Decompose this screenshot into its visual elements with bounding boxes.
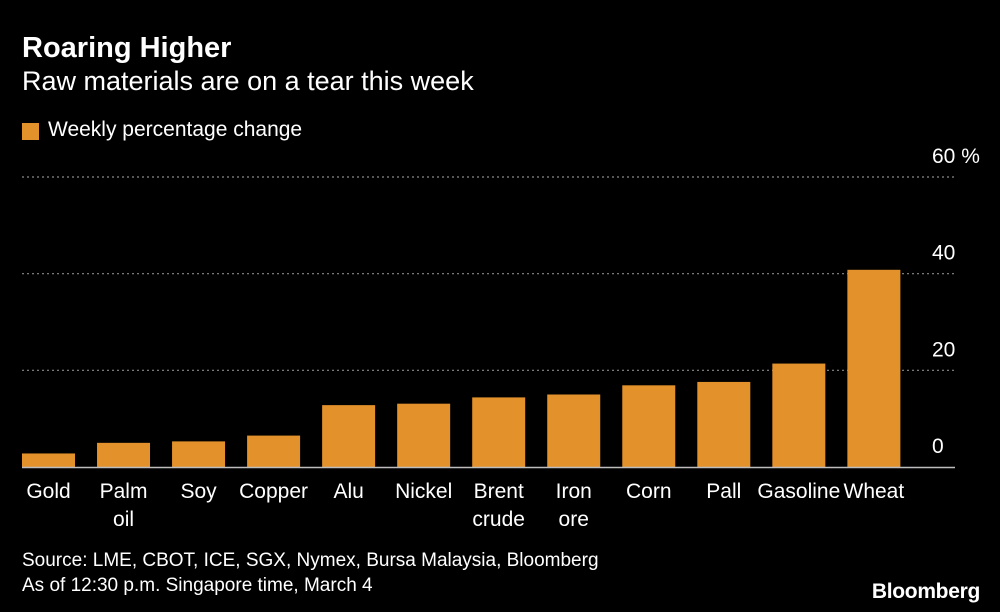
y-tick-label: 0 (932, 435, 944, 458)
chart-title: Roaring Higher (22, 32, 232, 64)
x-tick-label: Pall (706, 480, 741, 503)
bar (247, 435, 301, 467)
chart-subtitle: Raw materials are on a tear this week (22, 66, 474, 96)
x-tick-label: Gold (26, 480, 70, 503)
x-tick-label: Soy (180, 480, 217, 503)
bar (22, 453, 75, 467)
bar (772, 363, 826, 467)
x-tick-label: crude (472, 508, 525, 531)
source-line: Source: LME, CBOT, ICE, SGX, Nymex, Burs… (22, 550, 599, 571)
bar (697, 381, 751, 467)
x-tick-label: Palm (100, 480, 148, 503)
bar (322, 405, 376, 467)
y-tick-label: 40 (932, 242, 955, 265)
timestamp-line: As of 12:30 p.m. Singapore time, March 4 (22, 575, 373, 596)
x-tick-label: Brent (474, 480, 524, 503)
bar (397, 403, 451, 467)
x-tick-label: Copper (239, 480, 308, 503)
x-tick-label: Alu (333, 480, 363, 503)
bar (472, 397, 526, 467)
bar (97, 442, 151, 467)
bar (622, 385, 676, 467)
y-tick-label: 60 % (932, 145, 980, 168)
x-tick-label: Nickel (395, 480, 452, 503)
x-tick-label: Gasoline (757, 480, 840, 503)
legend: Weekly percentage change (22, 118, 302, 142)
x-tick-label: oil (113, 508, 134, 531)
legend-swatch (22, 122, 39, 140)
bar (172, 441, 226, 467)
bar (547, 394, 601, 467)
x-tick-label: ore (559, 508, 589, 531)
x-tick-label: Iron (556, 480, 592, 503)
x-tick-label: Wheat (844, 480, 905, 503)
source-note: Source: LME, CBOT, ICE, SGX, Nymex, Burs… (22, 548, 599, 598)
y-tick-label: 20 (932, 338, 955, 361)
bloomberg-logo: Bloomberg (871, 580, 980, 603)
x-tick-label: Corn (626, 480, 672, 503)
bar (847, 269, 901, 467)
legend-label: Weekly percentage change (48, 118, 303, 141)
